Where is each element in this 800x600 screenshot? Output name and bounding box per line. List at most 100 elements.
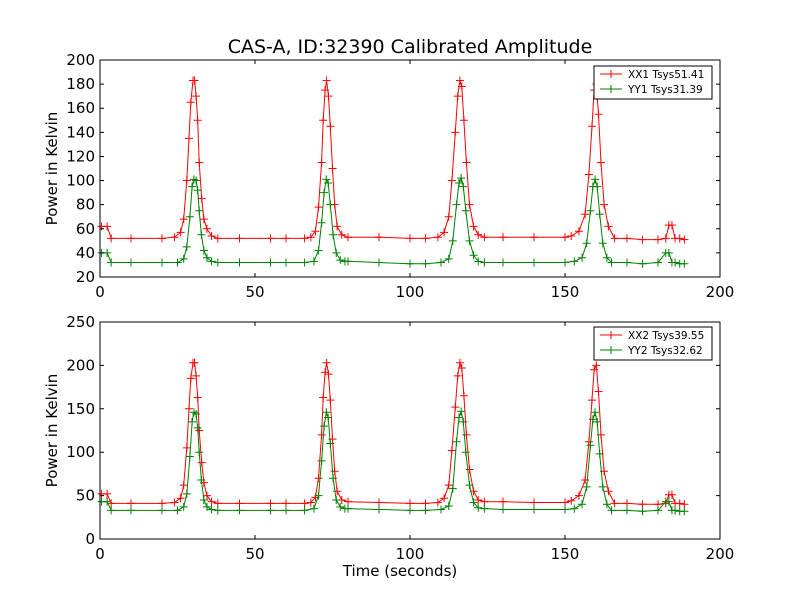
data-point	[326, 122, 335, 131]
data-point	[447, 176, 456, 185]
data-point	[188, 417, 197, 426]
data-point	[623, 506, 631, 515]
data-point	[192, 410, 201, 419]
chart-title: CAS-A, ID:32390 Calibrated Amplitude	[228, 36, 593, 58]
data-point	[406, 234, 414, 243]
data-point	[306, 233, 315, 242]
x-tick-label: 50	[245, 545, 264, 563]
data-point	[199, 495, 208, 504]
data-point	[433, 233, 442, 242]
data-point	[326, 396, 335, 405]
data-point	[207, 232, 216, 241]
x-tick-label: 150	[551, 545, 580, 563]
data-point	[213, 506, 222, 515]
data-point	[202, 502, 211, 511]
legend-marker	[607, 85, 615, 93]
data-point	[186, 374, 195, 383]
data-point	[594, 387, 603, 396]
data-point	[680, 500, 689, 509]
data-point	[202, 224, 211, 233]
series-line	[101, 80, 685, 241]
data-point	[453, 371, 462, 380]
data-point	[176, 228, 185, 237]
y-tick-label: 20	[76, 268, 95, 286]
data-point	[344, 497, 352, 506]
x-tick-label: 50	[245, 283, 264, 301]
data-point	[324, 178, 333, 187]
data-point	[103, 248, 112, 257]
data-point	[202, 253, 211, 262]
data-point	[462, 430, 471, 439]
data-point	[595, 449, 604, 458]
data-point	[314, 474, 323, 483]
y-tick-label: 50	[76, 487, 95, 505]
data-point	[594, 110, 603, 119]
data-point	[282, 258, 290, 267]
data-point	[474, 230, 483, 239]
data-point	[586, 206, 595, 215]
data-point	[192, 92, 201, 101]
data-point	[440, 494, 449, 503]
data-point	[184, 134, 193, 143]
y-tick-label: 180	[66, 75, 95, 93]
data-point	[675, 234, 684, 243]
data-point	[530, 505, 538, 514]
data-point	[158, 258, 166, 267]
data-point	[480, 497, 489, 506]
data-point	[480, 233, 489, 242]
data-point	[453, 92, 462, 101]
data-point	[593, 182, 602, 191]
data-point	[567, 232, 576, 241]
data-point	[480, 258, 489, 267]
data-point	[317, 456, 326, 465]
data-point	[675, 499, 684, 508]
data-point	[574, 227, 583, 236]
data-point	[182, 242, 191, 251]
data-point	[314, 491, 323, 500]
legend-marker	[607, 70, 615, 78]
data-point	[600, 200, 609, 209]
data-point	[578, 253, 587, 262]
y-axis-label: Power in Kelvin	[43, 112, 61, 226]
data-point	[444, 212, 453, 221]
data-point	[320, 188, 329, 197]
data-point	[591, 408, 600, 417]
data-point	[319, 116, 328, 125]
series-2	[97, 407, 689, 516]
data-point	[610, 234, 619, 243]
data-point	[173, 506, 182, 515]
data-point	[447, 446, 456, 455]
data-point	[322, 76, 331, 85]
data-point	[604, 222, 613, 231]
data-point	[182, 443, 191, 452]
data-point	[593, 417, 602, 426]
data-point	[465, 236, 474, 245]
y-tick-label: 250	[66, 313, 95, 331]
data-point	[406, 259, 414, 268]
x-tick-label: 200	[706, 545, 735, 563]
x-tick-label: 0	[95, 283, 105, 301]
data-point	[197, 194, 206, 203]
data-point	[654, 258, 662, 267]
y-tick-label: 60	[76, 220, 95, 238]
data-point	[595, 210, 604, 219]
data-point	[499, 233, 507, 242]
data-point	[499, 505, 507, 514]
data-point	[561, 505, 569, 514]
data-point	[197, 475, 206, 484]
data-point	[375, 498, 383, 507]
data-point	[179, 215, 188, 224]
data-point	[300, 234, 309, 243]
data-point	[235, 258, 244, 267]
data-point	[421, 234, 430, 243]
data-point	[457, 364, 466, 373]
data-point	[530, 258, 538, 267]
data-point	[179, 254, 188, 263]
data-point	[314, 246, 323, 255]
data-point	[193, 423, 202, 432]
data-point	[680, 259, 689, 268]
data-point	[459, 391, 468, 400]
data-point	[667, 221, 676, 230]
y-tick-label: 100	[66, 443, 95, 461]
data-point	[202, 491, 211, 500]
